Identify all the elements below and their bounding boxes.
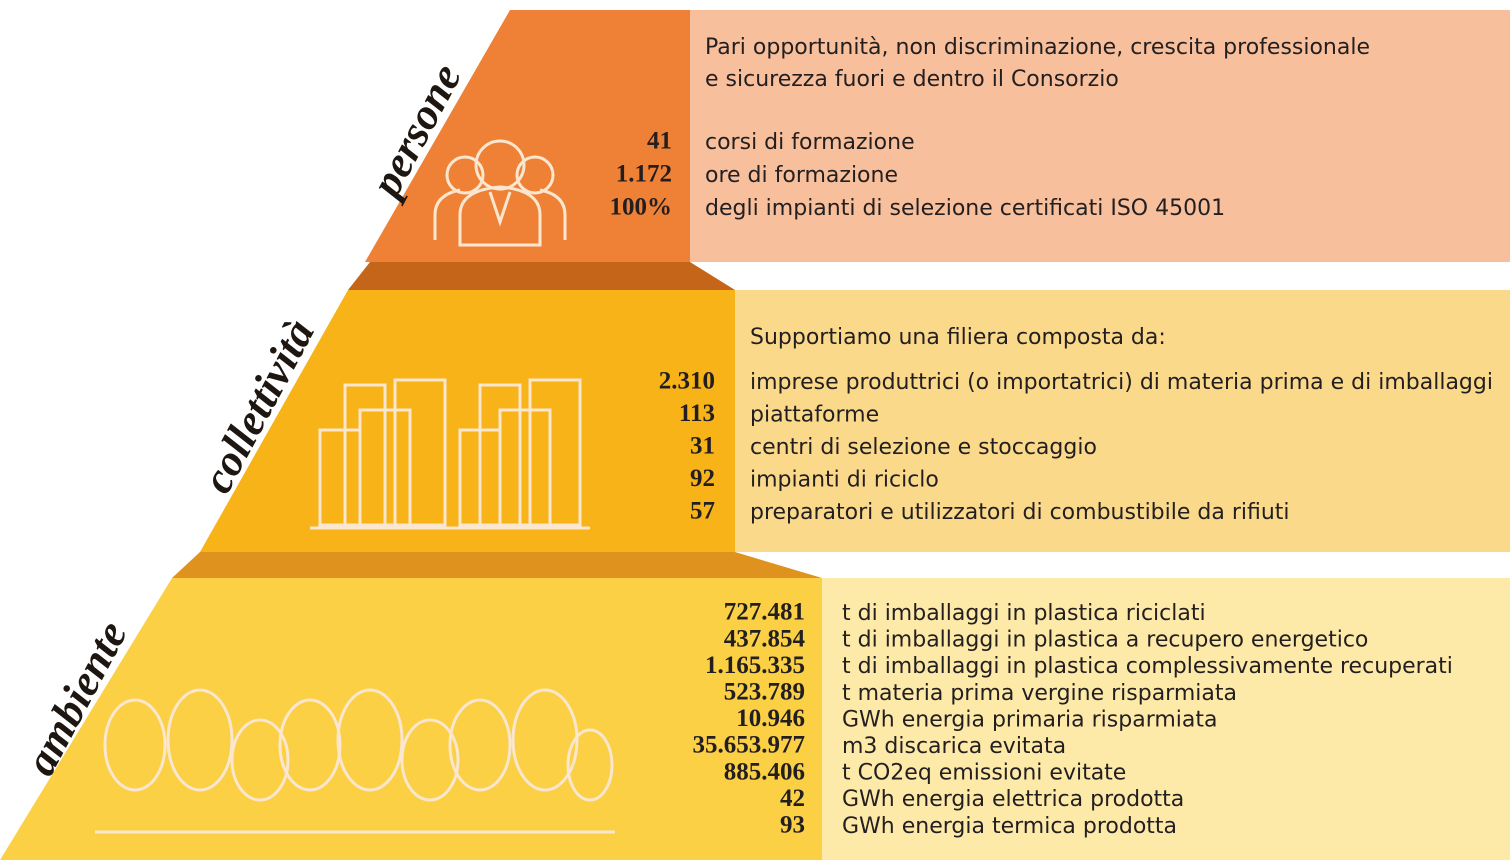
figure-description: t materia prima vergine risparmiata	[842, 681, 1237, 706]
connector	[348, 262, 735, 290]
figure-description: impianti di riciclo	[750, 468, 939, 493]
figure-description: t di imballaggi in plastica riciclati	[842, 601, 1206, 626]
intro-text: Supportiamo una filiera composta da:	[750, 325, 1166, 350]
figure: 57	[690, 498, 715, 525]
figure: 437.854	[724, 625, 806, 652]
figure: 885.406	[724, 758, 805, 785]
figure-description: t CO2eq emissioni evitate	[842, 761, 1126, 786]
figure: 100%	[610, 194, 673, 221]
figure: 42	[780, 785, 805, 812]
figure-description: m3 discarica evitata	[842, 734, 1066, 759]
figure: 10.946	[736, 705, 805, 732]
pyramid-step	[0, 578, 822, 860]
figure: 41	[647, 128, 672, 155]
figure: 31	[690, 433, 715, 460]
figure: 523.789	[724, 679, 805, 706]
intro-text: Pari opportunità, non discriminazione, c…	[705, 35, 1370, 60]
figure: 1.165.335	[705, 652, 805, 679]
figure-description: degli impianti di selezione certificati …	[705, 196, 1225, 221]
figure-description: GWh energia elettrica prodotta	[842, 787, 1184, 812]
figure: 93	[780, 812, 805, 839]
figure-description: ore di formazione	[705, 163, 898, 188]
figure-description: t di imballaggi in plastica complessivam…	[842, 654, 1453, 679]
figure: 113	[679, 400, 715, 427]
figure-description: GWh energia termica prodotta	[842, 814, 1177, 839]
intro-text: e sicurezza fuori e dentro il Consorzio	[705, 67, 1119, 92]
figure-description: corsi di formazione	[705, 130, 915, 155]
figure-description: centri di selezione e stoccaggio	[750, 435, 1097, 460]
figure-description: preparatori e utilizzatori di combustibi…	[750, 500, 1290, 525]
figure: 2.310	[659, 368, 715, 395]
figure-description: GWh energia primaria risparmiata	[842, 707, 1217, 732]
figure: 1.172	[616, 161, 672, 188]
figure-description: t di imballaggi in plastica a recupero e…	[842, 628, 1368, 653]
figure-description: piattaforme	[750, 403, 879, 428]
figure: 727.481	[724, 599, 805, 626]
infographic: personePari opportunità, non discriminaz…	[0, 0, 1510, 860]
figure: 35.653.977	[693, 732, 806, 759]
figure: 92	[690, 465, 715, 492]
figure-description: imprese produttrici (o importatrici) di …	[750, 370, 1493, 395]
connector	[172, 552, 822, 578]
